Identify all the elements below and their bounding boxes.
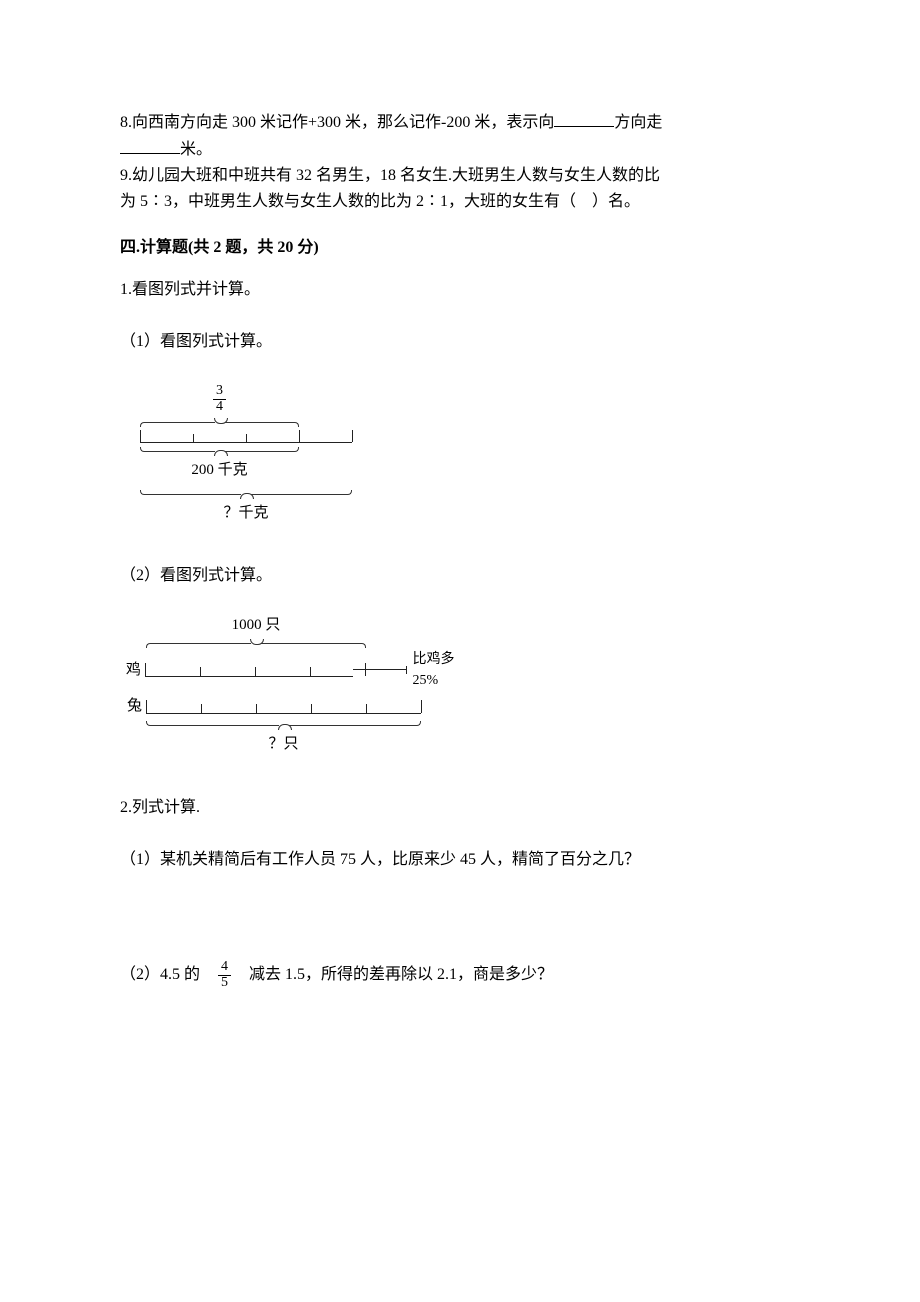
d1-frac-den: 4	[213, 400, 226, 415]
d1-frac-num: 3	[213, 384, 226, 400]
question-9-line1: 9.幼儿园大班和中班共有 32 名男生，18 名女生.大班男生人数与女生人数的比	[120, 164, 800, 188]
q9-blank[interactable]	[576, 193, 592, 210]
d2-brace-bottom	[146, 719, 421, 729]
d2-row-rabbit: 兔	[120, 695, 480, 718]
p2-sub2-a: （2）4.5 的	[120, 966, 200, 983]
d1-bar-row	[130, 428, 390, 443]
question-8-line2: 米。	[120, 137, 800, 162]
q8-text-a: 8.向西南方向走 300 米记作+300 米，那么记作-200 米，表示向	[120, 114, 554, 131]
d1-brace-q	[140, 488, 352, 498]
p2-frac-den: 5	[218, 976, 231, 991]
p2-frac-num: 4	[218, 960, 231, 976]
question-8: 8.向西南方向走 300 米记作+300 米，那么记作-200 米，表示向 方向走	[120, 110, 800, 135]
q9-line2-b: ）名。	[592, 193, 640, 210]
d2-bottom-label: ？只	[146, 733, 421, 756]
problem-1-sub2: （2）看图列式计算。	[120, 564, 800, 588]
q8-blank-2[interactable]	[120, 137, 180, 154]
d1-brace-top	[140, 418, 299, 428]
problem-1-sub1: （1）看图列式计算。	[120, 330, 800, 354]
d2-row-chicken: 鸡 比鸡多 25%	[120, 649, 480, 691]
d1-bar	[140, 428, 352, 443]
section-4-title: 四.计算题(共 2 题，共 20 分)	[120, 236, 800, 260]
problem-1-stem: 1.看图列式并计算。	[120, 278, 800, 302]
d2-top-label: 1000 只	[146, 614, 366, 637]
d1-label-q: ？千克	[140, 502, 352, 525]
d1-brace-200	[140, 445, 299, 455]
problem-2-sub1: （1）某机关精简后有工作人员 75 人，比原来少 45 人，精简了百分之几？	[120, 848, 800, 872]
q8-text-c: 米。	[180, 141, 212, 158]
q8-text-b: 方向走	[614, 114, 662, 131]
diagram-1: 3 4 200 千克 ？千克	[130, 384, 390, 524]
d2-bar-chicken	[145, 662, 354, 677]
problem-2-stem: 2.列式计算.	[120, 796, 800, 820]
d1-label-200: 200 千克	[140, 459, 299, 482]
problem-2-sub2: （2）4.5 的 4 5 减去 1.5，所得的差再除以 2.1，商是多少？	[120, 960, 800, 990]
p2-sub2-b: 减去 1.5，所得的差再除以 2.1，商是多少？	[249, 966, 553, 983]
d2-label-chicken: 鸡	[120, 659, 145, 682]
d2-bar-rabbit	[146, 699, 421, 714]
p2-sub2-frac: 4 5	[216, 960, 233, 990]
q8-blank-1[interactable]	[554, 110, 614, 127]
diagram-1-fraction: 3 4	[140, 384, 299, 414]
d2-label-rabbit: 兔	[120, 695, 146, 718]
q9-line2-a: 为 5∶3，中班男生人数与女生人数的比为 2∶1，大班的女生有（	[120, 193, 576, 210]
diagram-2: 1000 只 鸡 比鸡多 25% 兔 ？只	[120, 614, 480, 756]
d2-extra-label: 比鸡多 25%	[413, 649, 480, 691]
d2-brace-top	[146, 639, 366, 649]
question-9-line2: 为 5∶3，中班男生人数与女生人数的比为 2∶1，大班的女生有（ ）名。	[120, 190, 800, 214]
